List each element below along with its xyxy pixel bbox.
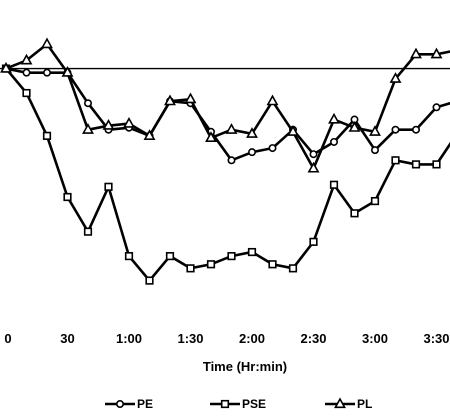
series-pl-point-16 bbox=[328, 112, 340, 124]
series-pl-point-15 bbox=[307, 161, 320, 173]
series-pe-point-21 bbox=[432, 103, 441, 112]
x-tick-label-5: 2:30 bbox=[300, 331, 326, 346]
series-pse-point-1 bbox=[22, 88, 31, 98]
x-axis-ticks: 0301:001:302:002:303:003:304:004:305:005… bbox=[4, 331, 449, 346]
series-pse-point-7 bbox=[145, 276, 154, 285]
x-tick-label-2: 1:00 bbox=[116, 331, 142, 346]
series-pse-point-19 bbox=[391, 156, 400, 165]
series-pse-point-18 bbox=[370, 196, 380, 206]
series-pl-point-9 bbox=[184, 92, 197, 104]
series-pe-point-18 bbox=[370, 146, 379, 155]
series-pe-point-16 bbox=[329, 137, 338, 146]
legend-item-pse: PSE bbox=[210, 397, 266, 411]
series-pse-point-15 bbox=[309, 237, 318, 246]
series-pse-point-2 bbox=[42, 131, 52, 140]
legend-marker-pl bbox=[334, 397, 346, 409]
series-pl-point-1 bbox=[20, 53, 33, 65]
series-pl-point-20 bbox=[410, 47, 422, 59]
series-pl-point-0 bbox=[0, 61, 12, 73]
series-pse-point-6 bbox=[124, 252, 134, 261]
series-pl bbox=[0, 37, 450, 173]
series-pl-point-8 bbox=[164, 94, 176, 106]
series-pse-point-20 bbox=[411, 160, 421, 169]
series-pl-point-2 bbox=[41, 37, 53, 49]
series-pe-point-13 bbox=[268, 144, 277, 153]
series-pe-point-4 bbox=[84, 99, 93, 108]
series-pl-point-17 bbox=[348, 121, 361, 132]
series-pe-point-12 bbox=[248, 148, 257, 157]
legend-label-pse: PSE bbox=[242, 397, 266, 411]
legend-item-pe: PE bbox=[105, 397, 153, 411]
x-tick-label-6: 3:00 bbox=[362, 331, 388, 346]
series-pse-point-9 bbox=[186, 264, 195, 273]
series-pse-point-13 bbox=[268, 260, 277, 269]
series-pl-point-18 bbox=[369, 125, 381, 136]
series-pse-point-14 bbox=[288, 264, 298, 273]
series-pl-line bbox=[5, 42, 450, 172]
series-pse-point-16 bbox=[329, 180, 339, 189]
series-pe-line bbox=[5, 67, 450, 162]
series-pe-point-15 bbox=[309, 150, 318, 159]
x-tick-label-1: 30 bbox=[60, 331, 74, 346]
series-pl-point-3 bbox=[61, 66, 74, 77]
series-pse-point-3 bbox=[63, 192, 72, 202]
series-pse-point-8 bbox=[165, 252, 175, 261]
series-pl-point-5 bbox=[102, 119, 115, 130]
series-pe-point-11 bbox=[227, 156, 236, 165]
legend-label-pl: PL bbox=[357, 397, 372, 411]
series-pse-point-12 bbox=[247, 247, 257, 257]
x-tick-label-0: 0 bbox=[4, 331, 11, 346]
series-pl-point-6 bbox=[123, 116, 135, 128]
series-pse-point-21 bbox=[432, 160, 441, 169]
legend-marker-pse bbox=[220, 399, 230, 409]
x-tick-label-7: 3:30 bbox=[423, 331, 449, 346]
series-pl-point-19 bbox=[389, 72, 402, 83]
x-axis-title: Time (Hr:min) bbox=[203, 359, 287, 374]
legend-label-pe: PE bbox=[137, 397, 153, 411]
series-pse-line bbox=[5, 67, 450, 283]
plot-area bbox=[0, 37, 450, 285]
legend: PE PSE PL bbox=[105, 397, 372, 411]
series-pl-point-4 bbox=[82, 123, 94, 134]
series-pl-point-12 bbox=[246, 127, 258, 138]
series-pl-point-7 bbox=[143, 129, 156, 140]
series-pse-point-4 bbox=[83, 227, 93, 236]
series-pl-point-11 bbox=[225, 123, 238, 134]
series-pse bbox=[1, 64, 450, 285]
series-pse-point-11 bbox=[227, 252, 236, 261]
series-pl-point-13 bbox=[266, 94, 279, 106]
series-pse-point-10 bbox=[206, 260, 216, 269]
series-pe-point-20 bbox=[411, 125, 420, 134]
series-pe-point-1 bbox=[22, 68, 31, 77]
series-pe-point-2 bbox=[42, 68, 51, 77]
x-tick-label-3: 1:30 bbox=[177, 331, 203, 346]
series-pl-point-14 bbox=[287, 125, 299, 136]
series-pl-point-10 bbox=[205, 131, 217, 142]
series-pse-point-5 bbox=[104, 182, 113, 191]
legend-item-pl: PL bbox=[325, 397, 372, 411]
legend-marker-pe bbox=[116, 399, 125, 408]
x-tick-label-4: 2:00 bbox=[239, 331, 265, 346]
series-pe-point-19 bbox=[391, 125, 400, 134]
series-pl-point-21 bbox=[430, 47, 443, 59]
series-pse-point-17 bbox=[350, 209, 359, 218]
